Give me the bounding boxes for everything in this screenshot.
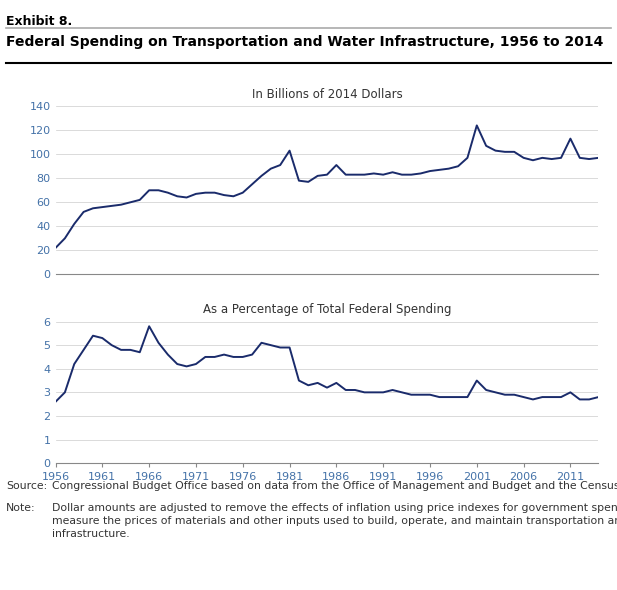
Text: Note:: Note: [6, 503, 36, 513]
Title: As a Percentage of Total Federal Spending: As a Percentage of Total Federal Spendin… [203, 303, 451, 316]
Text: Congressional Budget Office based on data from the Office of Management and Budg: Congressional Budget Office based on dat… [52, 481, 617, 491]
Text: Source:: Source: [6, 481, 48, 491]
Text: Federal Spending on Transportation and Water Infrastructure, 1956 to 2014: Federal Spending on Transportation and W… [6, 35, 603, 50]
Text: Exhibit 8.: Exhibit 8. [6, 15, 72, 28]
Text: Dollar amounts are adjusted to remove the effects of inflation using price index: Dollar amounts are adjusted to remove th… [52, 503, 617, 539]
Title: In Billions of 2014 Dollars: In Billions of 2014 Dollars [252, 88, 402, 101]
